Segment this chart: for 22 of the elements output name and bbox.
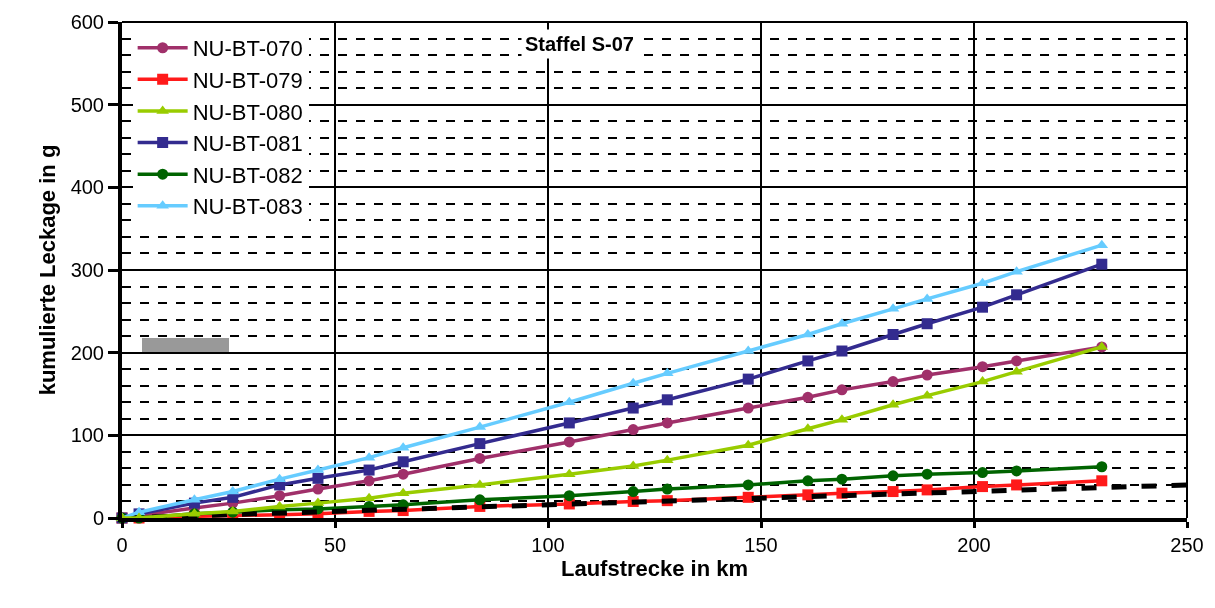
y-tick-label: 0 [92,507,104,529]
x-axis-title: Laufstrecke in km [560,556,749,581]
y-tick-label: 500 [70,93,104,116]
x-tick-label: 200 [957,534,991,556]
y-tick-label: 400 [70,176,104,199]
y-tick-label: 600 [70,11,104,33]
legend-label: NU-BT-081 [192,131,303,157]
y-axis-title: kumulierte Leckage in g [34,144,60,396]
x-tick-label: 50 [323,534,347,556]
text: Staffel S-07 [525,33,634,55]
legend-label: NU-BT-083 [192,194,303,220]
x-tick-label: 250 [1170,534,1204,556]
x-tick-label: 0 [116,534,128,556]
x-tick-label: 150 [744,534,778,556]
y-tick-label: 300 [70,259,104,281]
y-tick-label: 200 [70,341,104,364]
legend-label: NU-BT-082 [192,162,303,188]
legend-label: NU-BT-080 [192,99,303,125]
legend-label: NU-BT-070 [192,36,303,62]
y-tick-label: 100 [70,424,104,447]
x-tick-label: 100 [531,534,565,556]
legend-label: NU-BT-079 [192,67,303,93]
